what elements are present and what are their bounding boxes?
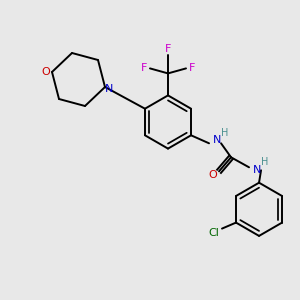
Text: N: N (105, 84, 113, 94)
Text: N: N (213, 135, 221, 145)
Text: O: O (209, 170, 218, 180)
Text: F: F (165, 44, 171, 54)
Text: H: H (221, 128, 229, 138)
Text: Cl: Cl (208, 228, 219, 238)
Text: O: O (42, 67, 50, 77)
Text: F: F (141, 63, 147, 74)
Text: N: N (253, 165, 261, 175)
Text: F: F (189, 63, 195, 74)
Text: H: H (261, 157, 269, 167)
